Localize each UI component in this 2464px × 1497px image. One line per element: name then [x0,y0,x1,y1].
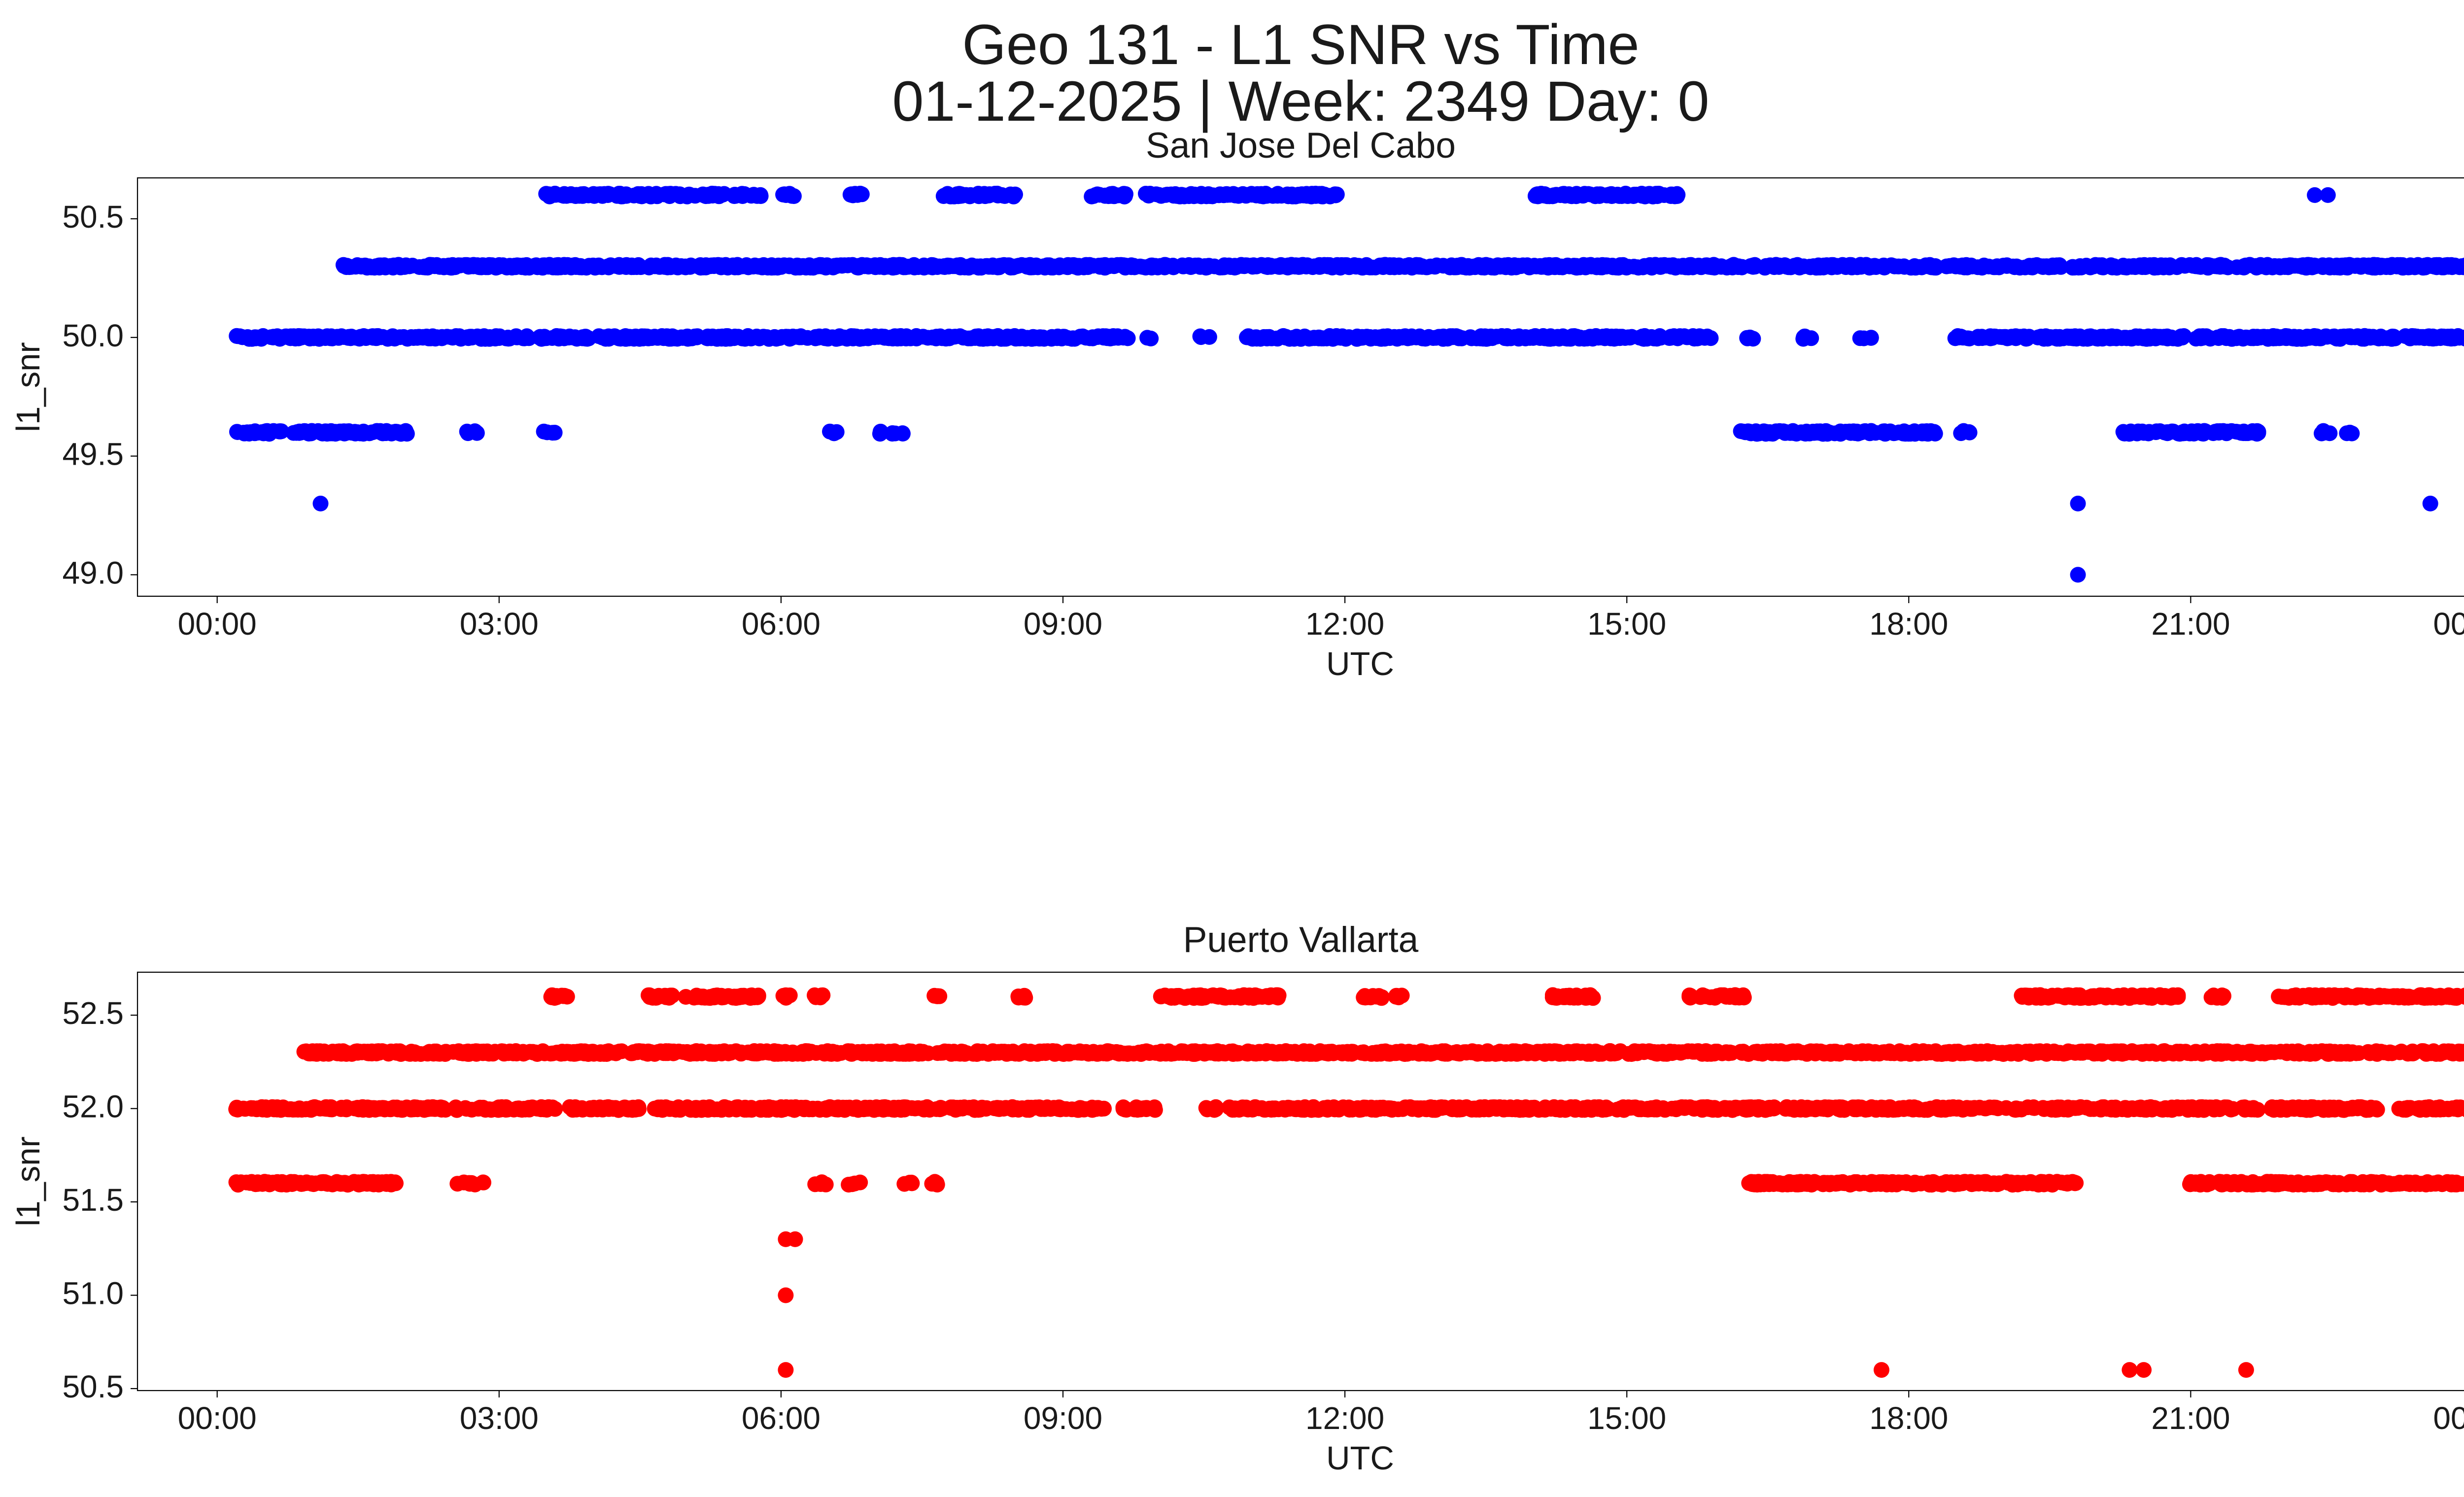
svg-text:09:00: 09:00 [1024,606,1102,642]
svg-text:12:00: 12:00 [1305,1400,1384,1436]
svg-text:52.0: 52.0 [62,1089,124,1124]
svg-text:l1_snr: l1_snr [10,1136,47,1226]
svg-text:06:00: 06:00 [742,1400,821,1436]
svg-text:21:00: 21:00 [2151,606,2230,642]
svg-text:00:00: 00:00 [178,1400,257,1436]
svg-text:51.0: 51.0 [62,1276,124,1311]
svg-text:21:00: 21:00 [2151,1400,2230,1436]
svg-text:51.5: 51.5 [62,1182,124,1218]
svg-text:06:00: 06:00 [742,606,821,642]
svg-text:49.5: 49.5 [62,437,124,472]
svg-text:50.5: 50.5 [62,1369,124,1404]
svg-text:12:00: 12:00 [1305,606,1384,642]
svg-text:52.5: 52.5 [62,995,124,1031]
svg-text:15:00: 15:00 [1587,606,1666,642]
svg-text:15:00: 15:00 [1587,1400,1666,1436]
svg-text:Geo 131 - L1 SNR vs Time: Geo 131 - L1 SNR vs Time [962,13,1639,76]
svg-text:50.5: 50.5 [62,199,124,235]
svg-text:00:00: 00:00 [178,606,257,642]
svg-text:01-12-2025 | Week: 2349 Day: 0: 01-12-2025 | Week: 2349 Day: 0 [892,70,1710,133]
svg-text:18:00: 18:00 [1869,606,1948,642]
svg-text:00:00: 00:00 [2433,1400,2464,1436]
svg-text:49.0: 49.0 [62,555,124,590]
svg-text:03:00: 03:00 [460,1400,539,1436]
svg-text:San Jose Del Cabo: San Jose Del Cabo [1146,126,1456,166]
svg-text:UTC: UTC [1326,646,1394,682]
svg-text:00:00: 00:00 [2433,606,2464,642]
svg-text:50.0: 50.0 [62,318,124,353]
svg-text:UTC: UTC [1326,1440,1394,1477]
svg-text:09:00: 09:00 [1024,1400,1102,1436]
svg-text:03:00: 03:00 [460,606,539,642]
svg-text:l1_snr: l1_snr [10,342,47,432]
svg-text:Puerto Vallarta: Puerto Vallarta [1183,920,1419,960]
svg-text:18:00: 18:00 [1869,1400,1948,1436]
